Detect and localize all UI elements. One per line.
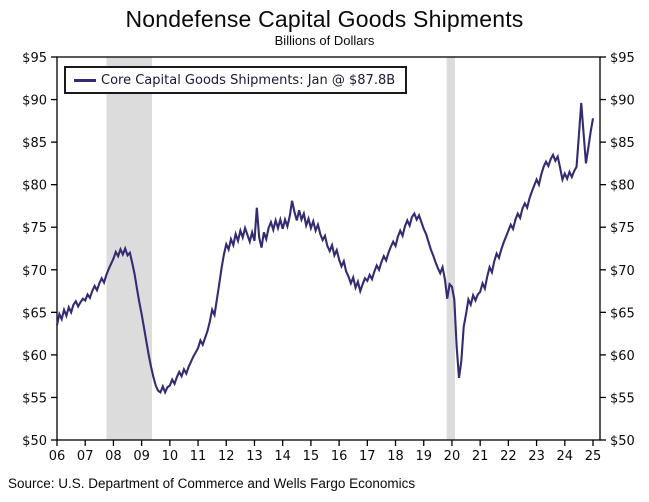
x-axis-label: 12 [218, 449, 235, 464]
y-axis-label-right: $85 [610, 136, 635, 151]
legend-label: Core Capital Goods Shipments: Jan @ $87.… [101, 72, 396, 88]
y-axis-label-left: $90 [22, 94, 47, 109]
x-axis-label: 15 [303, 449, 320, 464]
x-axis-label: 25 [585, 449, 602, 464]
x-axis-label: 24 [557, 449, 574, 464]
x-axis-label: 22 [500, 449, 517, 464]
y-axis-label-left: $60 [22, 349, 47, 364]
x-axis-label: 07 [77, 449, 94, 464]
y-axis-label-right: $95 [610, 51, 635, 66]
chart-title: Nondefense Capital Goods Shipments [125, 6, 524, 32]
data-line-core-capital-goods [55, 102, 595, 396]
chart-subtitle: Billions of Dollars [274, 33, 375, 48]
x-axis-label: 09 [133, 449, 150, 464]
x-axis-label: 23 [528, 449, 545, 464]
x-axis-label: 18 [387, 449, 404, 464]
x-axis-label: 08 [105, 449, 122, 464]
y-axis-label-left: $55 [22, 391, 47, 406]
x-axis-label: 19 [415, 449, 432, 464]
y-axis-label-right: $70 [610, 264, 635, 279]
y-axis-label-right: $65 [610, 306, 635, 321]
y-axis-label-left: $75 [22, 221, 47, 236]
y-axis-label-right: $50 [610, 434, 635, 449]
source-text: Source: U.S. Department of Commerce and … [8, 476, 416, 491]
x-axis-label: 10 [162, 449, 179, 464]
y-axis-label-left: $95 [22, 51, 47, 66]
y-axis-label-right: $90 [610, 94, 635, 109]
recession-band [106, 57, 152, 440]
y-axis-label-left: $85 [22, 136, 47, 151]
x-axis-label: 06 [49, 449, 66, 464]
legend-line-swatch [74, 78, 96, 82]
y-axis-label-left: $70 [22, 264, 47, 279]
x-axis-label: 14 [274, 449, 291, 464]
y-axis-label-right: $55 [610, 391, 635, 406]
y-axis-label-left: $80 [22, 179, 47, 194]
recession-band [446, 57, 456, 440]
x-axis-label: 16 [331, 449, 348, 464]
y-axis-label-right: $60 [610, 349, 635, 364]
legend-box: Core Capital Goods Shipments: Jan @ $87.… [64, 66, 408, 94]
x-axis-label: 13 [246, 449, 263, 464]
x-axis-label: 21 [472, 449, 489, 464]
x-axis-label: 17 [359, 449, 376, 464]
y-axis-label-left: $50 [22, 434, 47, 449]
y-axis-label-left: $65 [22, 306, 47, 321]
x-axis-label: 11 [190, 449, 207, 464]
x-axis-label: 20 [444, 449, 461, 464]
y-axis-label-right: $75 [610, 221, 635, 236]
plot-border [56, 56, 601, 441]
y-axis-label-right: $80 [610, 179, 635, 194]
